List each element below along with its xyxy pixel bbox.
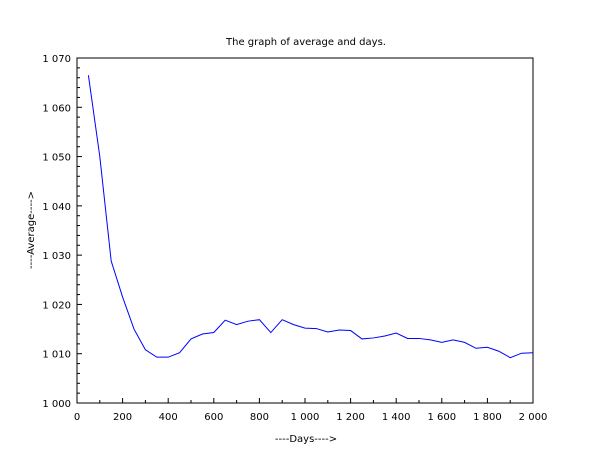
x-tick-label: 800: [250, 412, 269, 423]
y-tick-label: 1 030: [42, 251, 71, 262]
y-axis-label: ----Average---->: [26, 191, 37, 269]
series-layer: [87, 75, 534, 359]
series-line: [87, 75, 534, 359]
x-tick-label: 600: [204, 412, 223, 423]
y-tick-label: 1 040: [42, 202, 71, 213]
y-tick-label: 1 000: [42, 399, 71, 410]
y-tick-label: 1 020: [42, 300, 71, 311]
plot-area-frame: [76, 57, 534, 404]
x-tick-label: 1 000: [291, 412, 320, 423]
x-tick-label: 200: [113, 412, 132, 423]
chart-title: The graph of average and days.: [225, 37, 386, 48]
y-tick-label: 1 050: [42, 153, 71, 164]
y-tick-label: 1 060: [42, 103, 71, 114]
y-tick-label: 1 070: [42, 54, 71, 65]
y-tick-label: 1 010: [42, 350, 71, 361]
x-axis-label: ----Days---->: [275, 434, 337, 445]
x-axis: 0 200 400 600 800 1 000 1 200 1 400 1 600 1 800 2 …: [74, 398, 548, 423]
x-tick-label: 2 000: [519, 412, 548, 423]
x-tick-label: 1 600: [427, 412, 456, 423]
x-tick-label: 400: [159, 412, 178, 423]
x-tick-label: 1 400: [382, 412, 411, 423]
x-tick-label: 1 800: [473, 412, 502, 423]
y-axis: 1 000 1 010 1 020 1 030 1 040 1 050 1 060 1 070: [42, 54, 82, 410]
x-tick-label: 1 200: [336, 412, 365, 423]
x-tick-label: 0: [74, 412, 80, 423]
